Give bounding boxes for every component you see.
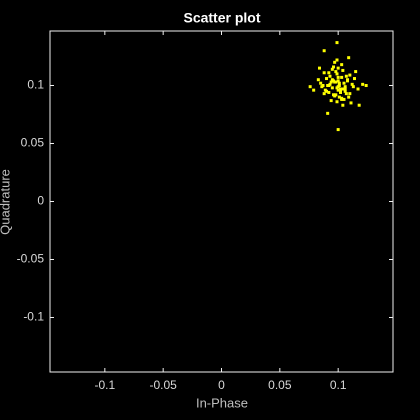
y-tick-label: -0.1 (23, 310, 44, 324)
point (346, 79, 349, 83)
point (343, 87, 347, 91)
point (348, 73, 352, 77)
point (308, 85, 312, 89)
point (347, 95, 351, 99)
point (330, 86, 334, 90)
x-tick-label: 0.1 (330, 378, 347, 392)
y-tick-label: 0.05 (21, 136, 45, 150)
point (351, 85, 355, 89)
y-tick-label: -0.05 (17, 252, 45, 266)
point (333, 80, 337, 84)
y-tick-label: 0.1 (27, 78, 44, 92)
point (335, 41, 339, 45)
point (322, 49, 326, 53)
y-axis-label: Quadrature (0, 169, 12, 235)
point (337, 95, 341, 99)
point (336, 88, 340, 92)
point (340, 97, 344, 101)
point (329, 80, 333, 84)
point (319, 81, 323, 85)
point (335, 58, 339, 62)
x-tick-label: -0.1 (94, 378, 115, 392)
point (341, 68, 345, 72)
point (344, 74, 348, 78)
point (353, 77, 356, 81)
point (361, 82, 365, 86)
point (328, 74, 332, 78)
point (340, 63, 344, 67)
point (348, 92, 352, 96)
point (343, 85, 347, 89)
point (336, 75, 340, 79)
point (335, 72, 339, 76)
point (335, 100, 339, 104)
chart-title: Scatter plot (183, 10, 260, 26)
x-tick-label: 0 (218, 378, 225, 392)
point (330, 78, 334, 82)
y-tick-label: 0 (37, 194, 44, 208)
point (354, 70, 358, 74)
point (332, 93, 335, 97)
point (329, 99, 333, 103)
point (336, 128, 340, 132)
point (350, 82, 354, 86)
point (356, 87, 360, 91)
point (341, 87, 345, 91)
point (325, 89, 328, 93)
point (364, 84, 368, 88)
point (320, 85, 324, 89)
point (334, 93, 338, 97)
point (325, 77, 328, 81)
point (326, 111, 330, 115)
point (342, 81, 346, 85)
point (357, 103, 361, 107)
point (344, 92, 348, 96)
point (343, 89, 347, 93)
point (334, 70, 338, 74)
point (336, 79, 340, 83)
point (327, 71, 331, 75)
point (337, 84, 341, 88)
point (318, 66, 321, 70)
x-tick-label: -0.05 (149, 378, 177, 392)
x-axis-label: In-Phase (196, 395, 248, 410)
point (341, 103, 345, 107)
point (327, 84, 331, 88)
point (340, 75, 344, 79)
point (342, 97, 346, 101)
point (335, 86, 339, 90)
point (333, 60, 337, 64)
x-tick-label: 0.05 (268, 378, 292, 392)
point (327, 90, 331, 94)
point (332, 65, 335, 69)
point (322, 71, 326, 75)
point (337, 81, 341, 85)
point (339, 87, 342, 91)
point (336, 66, 340, 70)
point (339, 90, 342, 94)
point (347, 56, 351, 60)
point (322, 92, 326, 96)
point (349, 101, 353, 105)
point (312, 88, 316, 92)
point (316, 78, 320, 82)
point (330, 67, 334, 71)
